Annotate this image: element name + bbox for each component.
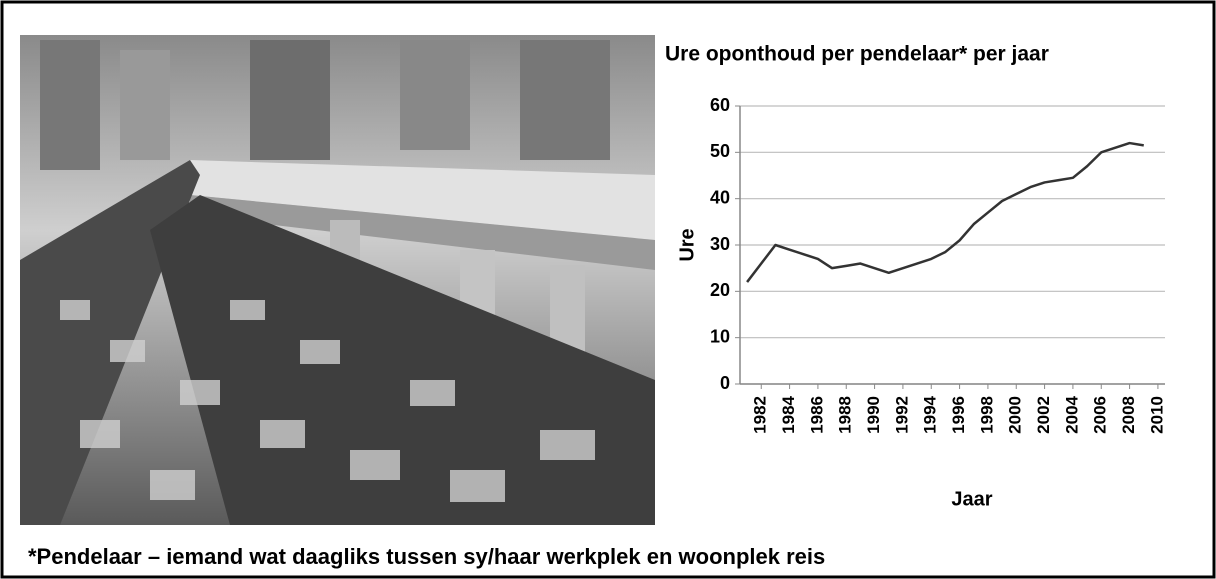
x-tick-label: 1998 [977,396,996,434]
x-tick-label: 2004 [1062,395,1081,433]
y-tick-label: 10 [710,326,730,346]
y-tick-label: 20 [710,280,730,300]
x-tick-label: 2010 [1147,396,1166,434]
y-tick-label: 40 [710,187,730,207]
page: Ure oponthoud per pendelaar* per jaar Ur… [0,0,1216,579]
x-tick-label: 1984 [779,395,798,433]
x-tick-label: 1994 [921,395,940,433]
x-tick-label: 1990 [864,396,883,434]
x-tick-label: 1986 [807,396,826,434]
x-tick-label: 2008 [1119,396,1138,434]
y-tick-label: 30 [710,234,730,254]
x-axis-label: Jaar [951,488,992,510]
y-tick-label: 0 [720,373,730,393]
x-tick-label: 1996 [949,396,968,434]
y-tick-label: 60 [710,95,730,115]
y-axis-label: Ure [676,228,698,261]
figure: Ure oponthoud per pendelaar* per jaar Ur… [0,0,1216,579]
x-tick-label: 2000 [1006,396,1025,434]
x-tick-label: 1982 [751,396,770,434]
x-tick-label: 1992 [892,396,911,434]
traffic-photo [20,35,655,525]
x-tick-label: 2002 [1034,396,1053,434]
chart-title: Ure oponthoud per pendelaar* per jaar [665,43,1049,66]
x-tick-label: 1988 [836,396,855,434]
footnote: *Pendelaar – iemand wat daagliks tussen … [28,544,825,569]
x-tick-label: 2006 [1091,396,1110,434]
y-tick-label: 50 [710,141,730,161]
